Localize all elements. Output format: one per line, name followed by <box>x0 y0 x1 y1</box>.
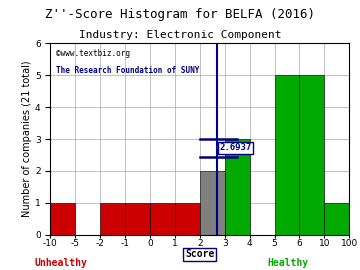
Bar <box>50 203 75 235</box>
Text: The Research Foundation of SUNY: The Research Foundation of SUNY <box>57 66 200 75</box>
Bar <box>200 171 225 235</box>
Bar <box>100 203 125 235</box>
Bar <box>150 203 175 235</box>
Bar <box>125 203 150 235</box>
Bar <box>300 75 324 235</box>
Text: Z''-Score Histogram for BELFA (2016): Z''-Score Histogram for BELFA (2016) <box>45 8 315 21</box>
Text: Unhealthy: Unhealthy <box>35 258 87 268</box>
Y-axis label: Number of companies (21 total): Number of companies (21 total) <box>22 61 32 217</box>
Text: 2.6937: 2.6937 <box>220 143 252 152</box>
Bar <box>175 203 200 235</box>
Bar <box>275 75 300 235</box>
Text: Healthy: Healthy <box>267 258 309 268</box>
Bar <box>225 139 249 235</box>
Text: Industry: Electronic Component: Industry: Electronic Component <box>79 30 281 40</box>
X-axis label: Score: Score <box>185 249 215 259</box>
Bar <box>324 203 349 235</box>
Text: ©www.textbiz.org: ©www.textbiz.org <box>57 49 130 58</box>
